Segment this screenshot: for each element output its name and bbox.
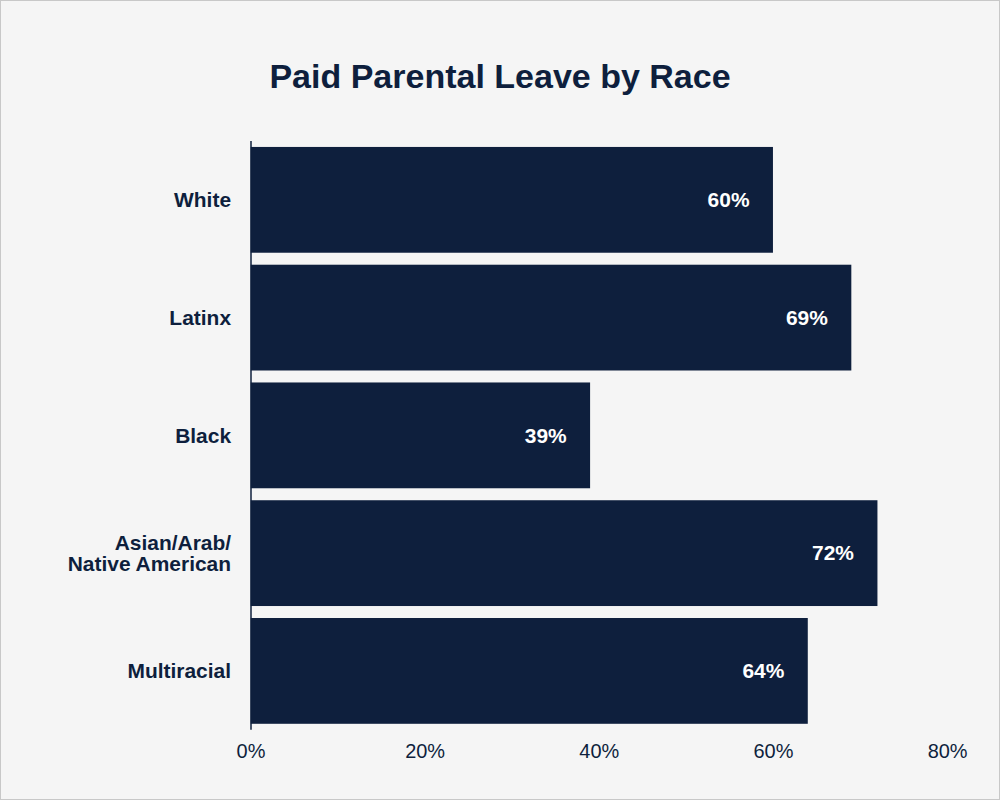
svg-text:72%: 72% [812,541,854,564]
svg-text:White: White [174,188,231,211]
svg-text:39%: 39% [525,424,567,447]
svg-text:64%: 64% [742,659,784,682]
svg-text:20%: 20% [405,740,445,762]
svg-text:60%: 60% [753,740,793,762]
svg-text:Asian/Arab/Native American: Asian/Arab/Native American [68,531,231,575]
svg-text:Black: Black [175,424,231,447]
svg-text:0%: 0% [237,740,266,762]
html-text:Paid Parental Leave by Race: Paid Parental Leave by Race [269,57,731,95]
svg-text:40%: 40% [579,740,619,762]
svg-text:Multiracial: Multiracial [127,659,231,682]
svg-text:Latinx: Latinx [169,306,231,329]
svg-text:80%: 80% [928,740,968,762]
svg-text:60%: 60% [708,188,750,211]
svg-text:69%: 69% [786,306,828,329]
